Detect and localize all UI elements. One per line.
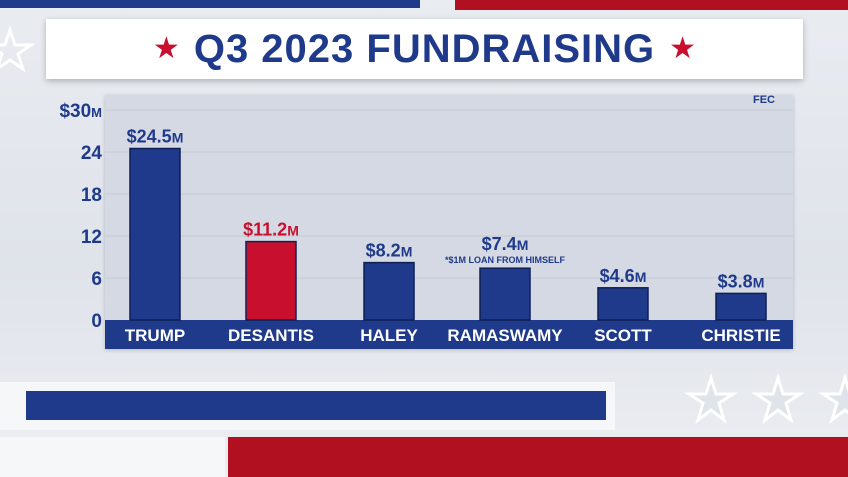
bar-desantis <box>245 240 297 321</box>
bar-trump <box>129 147 181 321</box>
chart-panel <box>105 95 793 349</box>
y-tick-label: $30M <box>59 101 102 122</box>
value-label: $7.4M <box>482 234 529 254</box>
bottom-red-band <box>228 437 848 477</box>
page-title: Q3 2023 FUNDRAISING <box>193 26 656 71</box>
value-label: $11.2M <box>243 220 299 240</box>
value-label: $8.2M <box>366 241 413 261</box>
category-label: SCOTT <box>594 326 652 345</box>
y-tick-label: 12 <box>81 227 102 248</box>
y-tick-label: 0 <box>91 311 102 332</box>
category-axis-band <box>105 320 793 349</box>
value-label: $4.6M <box>600 266 647 286</box>
title-banner: ★ Q3 2023 FUNDRAISING ★ <box>46 19 803 79</box>
title-star-right-icon: ★ <box>669 32 697 65</box>
category-label: RAMASWAMY <box>447 326 563 345</box>
y-tick-label: 6 <box>91 269 102 290</box>
bar-haley <box>363 261 415 321</box>
decorative-star-icon <box>683 372 739 425</box>
category-label: TRUMP <box>125 326 185 345</box>
source-label: FEC <box>753 94 775 106</box>
category-label: CHRISTIE <box>701 326 780 345</box>
category-label: DESANTIS <box>228 326 314 345</box>
top-red-band <box>455 0 848 10</box>
lower-blue-band <box>26 391 606 420</box>
decorative-star-icon <box>817 372 848 425</box>
decorative-star-icon <box>0 25 36 73</box>
annotation-note: *$1M LOAN FROM HIMSELF <box>445 255 566 265</box>
y-tick-label: 24 <box>81 143 103 164</box>
title-star-left-icon: ★ <box>152 32 180 65</box>
bar-scott <box>597 287 649 321</box>
top-blue-band <box>0 0 420 8</box>
bottom-white-band <box>0 437 225 477</box>
y-tick-label: 18 <box>81 185 102 206</box>
category-label: HALEY <box>360 326 418 345</box>
bar-christie <box>715 292 767 321</box>
bar-ramaswamy <box>479 267 531 321</box>
decorative-star-icon <box>750 372 806 425</box>
value-label: $3.8M <box>718 271 765 291</box>
value-label: $24.5M <box>127 127 184 147</box>
